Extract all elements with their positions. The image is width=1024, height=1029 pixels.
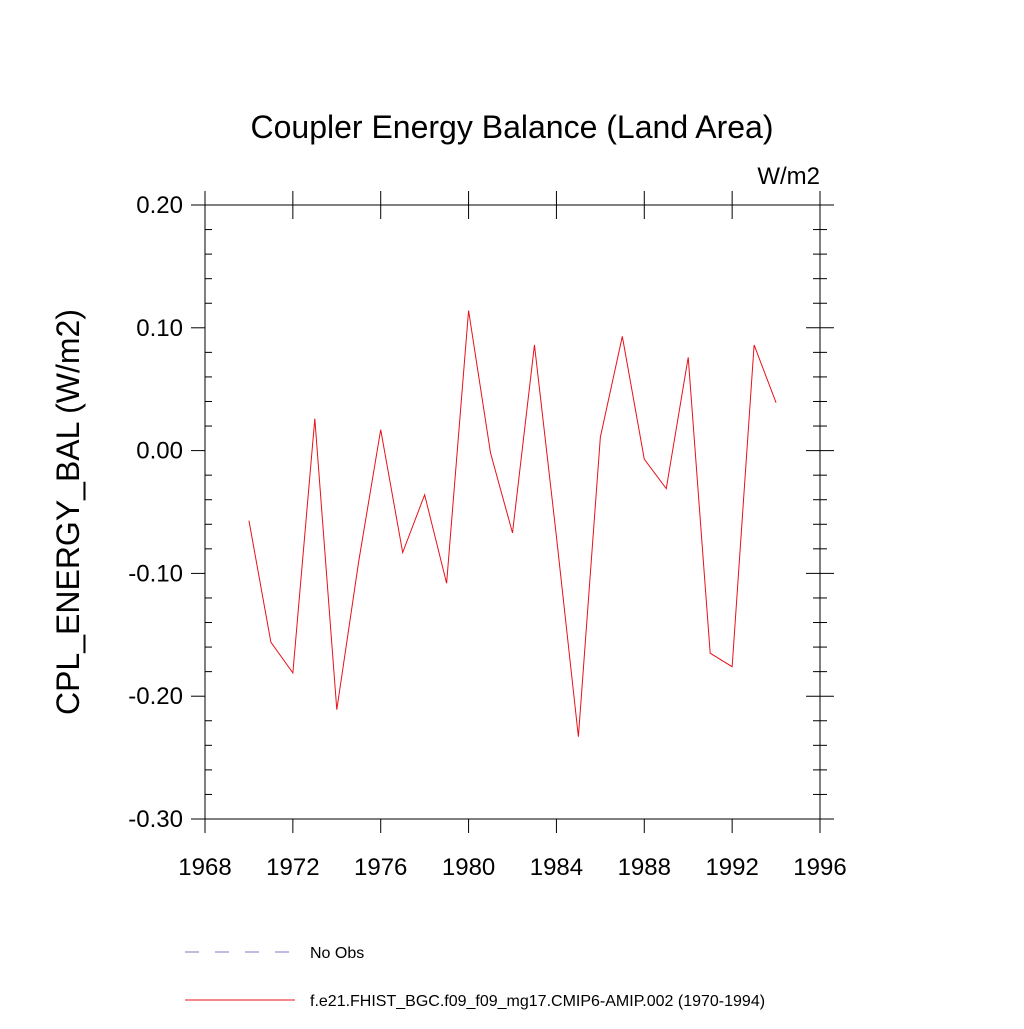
units-label: W/m2	[757, 163, 820, 190]
axis-ticks	[191, 191, 834, 833]
legend: No Obs f.e21.FHIST_BGC.f09_f09_mg17.CMIP…	[185, 945, 765, 1010]
y-tick-label: 0.10	[136, 315, 183, 342]
y-axis-label: CPL_ENERGY_BAL (W/m2)	[50, 309, 86, 715]
x-tick-label: 1976	[354, 854, 407, 881]
chart-title: Coupler Energy Balance (Land Area)	[251, 109, 774, 145]
y-tick-labels: 0.20 0.10 0.00 -0.10 -0.20 -0.30	[128, 192, 183, 833]
y-tick-label: -0.10	[128, 560, 183, 587]
y-tick-label: -0.30	[128, 806, 183, 833]
x-tick-label: 1988	[618, 854, 671, 881]
x-tick-label: 1968	[178, 854, 231, 881]
plot-frame	[204, 204, 821, 820]
series-layer	[248, 310, 777, 737]
y-tick-label: -0.20	[128, 683, 183, 710]
legend-no-obs-label: No Obs	[310, 945, 364, 962]
x-tick-label: 1996	[793, 854, 846, 881]
y-tick-label: 0.00	[136, 438, 183, 465]
series-line-1	[248, 310, 777, 737]
x-tick-labels: 1968 1972 1976 1980 1984 1988 1992 1996	[178, 854, 846, 881]
x-tick-label: 1980	[442, 854, 495, 881]
x-tick-label: 1984	[530, 854, 583, 881]
y-tick-label: 0.20	[136, 192, 183, 219]
x-tick-label: 1972	[266, 854, 319, 881]
x-tick-label: 1992	[705, 854, 758, 881]
legend-model-label: f.e21.FHIST_BGC.f09_f09_mg17.CMIP6-AMIP.…	[310, 993, 765, 1010]
